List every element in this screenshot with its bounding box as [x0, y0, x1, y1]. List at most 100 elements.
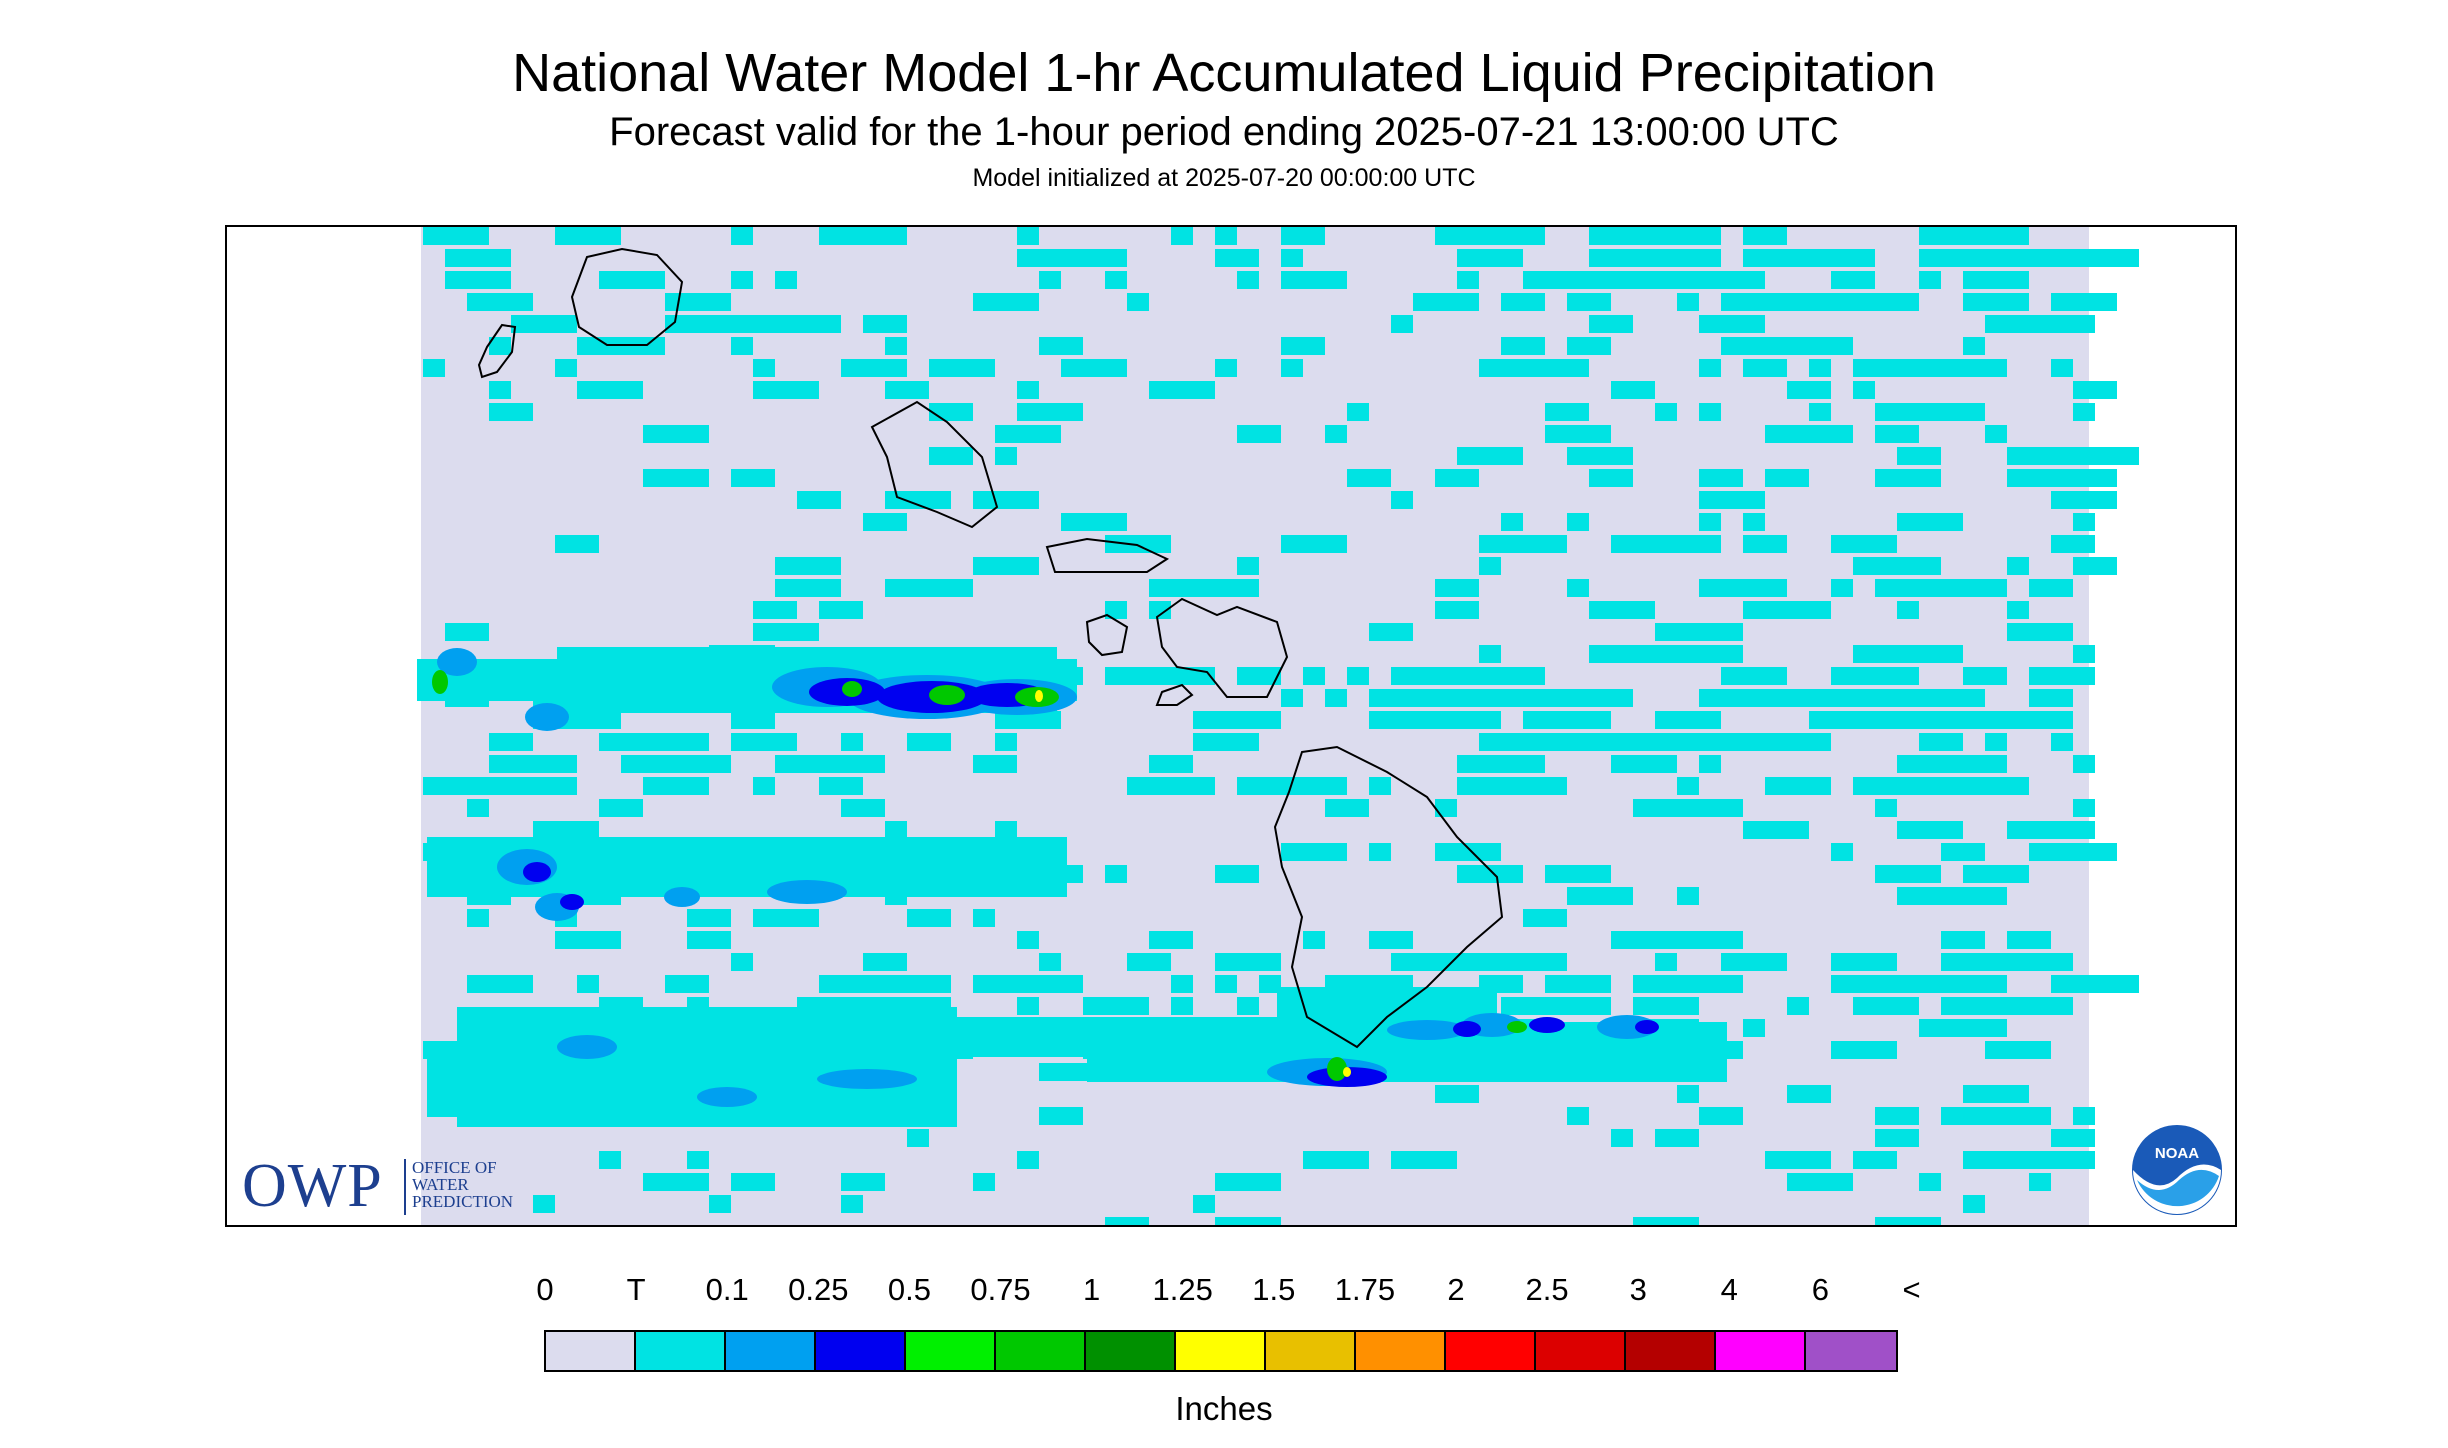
- precip-cell: [1237, 997, 1259, 1015]
- precip-core: [557, 1035, 617, 1059]
- precip-cell: [1985, 1107, 2029, 1125]
- precip-cell: [621, 381, 643, 399]
- legend-label: 3: [1629, 1272, 1647, 1307]
- precip-cell: [1941, 711, 1963, 729]
- precip-cell: [1215, 865, 1259, 883]
- precip-core: [1343, 1067, 1351, 1077]
- precip-cell: [643, 777, 709, 795]
- precip-cell: [2051, 733, 2073, 751]
- precip-cell: [929, 359, 995, 377]
- precip-cell: [2029, 1173, 2051, 1191]
- precip-cell: [1171, 997, 1193, 1015]
- precip-cell: [995, 821, 1017, 839]
- precip-cell: [1765, 689, 1809, 707]
- precip-cell: [1435, 843, 1501, 861]
- precip-cell: [643, 469, 709, 487]
- precip-cell: [2029, 953, 2073, 971]
- precip-cell: [1721, 337, 1743, 355]
- precip-cell: [995, 447, 1017, 465]
- precip-cell: [1347, 403, 1369, 421]
- precip-cell: [1215, 975, 1237, 993]
- precip-cell: [1941, 1019, 2007, 1037]
- precip-cell: [995, 733, 1017, 751]
- precip-cell: [1633, 381, 1655, 399]
- owp-line-1: OFFICE OF: [412, 1158, 497, 1177]
- precip-core: [1529, 1017, 1565, 1033]
- precip-cell: [1809, 777, 1831, 795]
- precip-cell: [1479, 557, 1501, 575]
- precip-cell: [511, 315, 577, 333]
- precip-cell: [1963, 1195, 1985, 1213]
- precip-cell: [1831, 953, 1897, 971]
- legend-swatch: [906, 1332, 996, 1370]
- precip-cell: [555, 227, 621, 245]
- precip-cell: [1215, 227, 1237, 245]
- precip-cell: [1545, 975, 1567, 993]
- precip-cell: [1523, 953, 1567, 971]
- legend-label: 2: [1447, 1272, 1465, 1307]
- precip-cell: [1193, 777, 1215, 795]
- precip-cell: [929, 403, 973, 421]
- precip-cell: [1743, 249, 1787, 267]
- precip-cell: [1589, 711, 1611, 729]
- precip-cell: [1567, 579, 1589, 597]
- precip-cell: [1281, 249, 1303, 267]
- precip-cell: [1831, 667, 1875, 685]
- precip-cell: [2073, 293, 2095, 311]
- precip-cell: [1963, 227, 2029, 245]
- precip-cell: [1105, 865, 1127, 883]
- precip-cell: [951, 447, 973, 465]
- precip-cell: [2029, 667, 2095, 685]
- precip-cell: [1105, 601, 1127, 619]
- precip-cell: [1611, 931, 1655, 949]
- coastline-maui: [1155, 597, 1289, 698]
- precip-core: [525, 703, 569, 731]
- precip-cell: [1039, 975, 1061, 993]
- precip-cell: [1897, 645, 1963, 663]
- precip-core: [1387, 1020, 1467, 1040]
- precip-cell: [1875, 557, 1941, 575]
- precip-cell: [1963, 997, 1985, 1015]
- precip-cell: [1215, 953, 1281, 971]
- precip-cell: [1215, 1173, 1281, 1191]
- rain-band: [427, 1057, 727, 1117]
- precip-cell: [1963, 887, 2007, 905]
- precip-cell: [1897, 601, 1919, 619]
- precip-cell: [1017, 381, 1039, 399]
- precip-cell: [533, 1195, 555, 1213]
- precip-cell: [1963, 865, 2007, 883]
- precip-cell: [1369, 711, 1435, 729]
- legend-label: 0.1: [705, 1272, 749, 1307]
- precip-cell: [2073, 1107, 2095, 1125]
- precip-cell: [753, 359, 775, 377]
- precip-cell: [1699, 403, 1721, 421]
- precip-cell: [1787, 337, 1809, 355]
- precip-cell: [1611, 1129, 1633, 1147]
- precip-cell: [1281, 337, 1325, 355]
- precip-cell: [1391, 491, 1413, 509]
- legend-label: 6: [1811, 1272, 1830, 1307]
- precip-cell: [753, 623, 819, 641]
- precip-cell: [1633, 227, 1699, 245]
- coastline-kahoolawe: [1155, 683, 1194, 706]
- precip-cell: [665, 755, 731, 773]
- precip-cell: [1281, 227, 1325, 245]
- precip-cell: [1875, 1107, 1897, 1125]
- precip-cell: [1919, 865, 1941, 883]
- precip-cell: [1567, 513, 1589, 531]
- precip-cell: [555, 535, 599, 553]
- precip-cell: [1721, 689, 1743, 707]
- precip-cell: [709, 931, 731, 949]
- precip-cell: [1721, 491, 1765, 509]
- precip-cell: [2029, 931, 2051, 949]
- precip-cell: [1919, 447, 1941, 465]
- precip-cell: [1457, 447, 1523, 465]
- precip-cell: [1655, 249, 1721, 267]
- precip-cell: [1787, 381, 1831, 399]
- precip-cell: [1325, 799, 1369, 817]
- precip-cell: [1281, 843, 1347, 861]
- precip-cell: [687, 931, 709, 949]
- map-canvas: [227, 227, 2235, 1225]
- precip-cell: [1523, 777, 1567, 795]
- precip-cell: [1479, 645, 1501, 663]
